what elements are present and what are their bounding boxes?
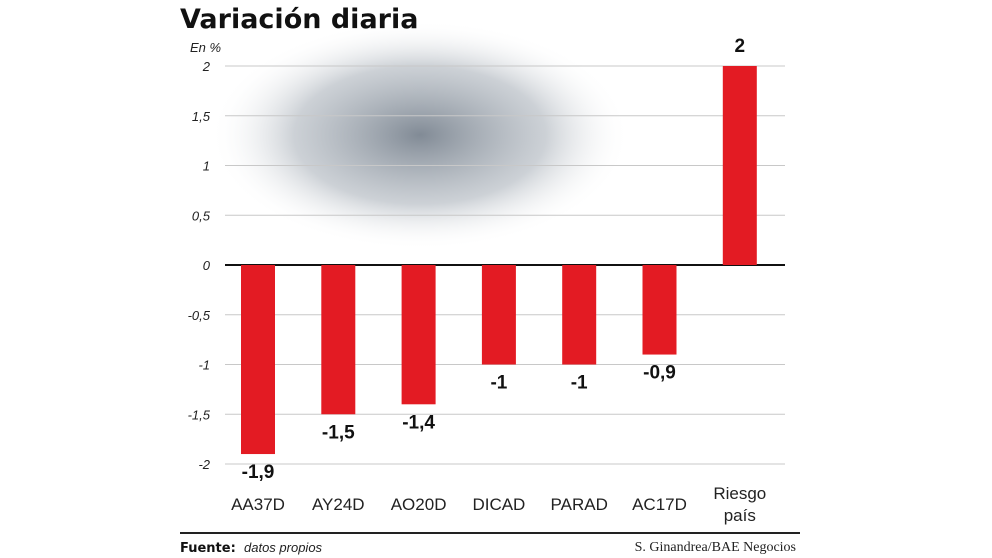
bar — [401, 265, 436, 405]
x-tick-label: AA37D — [231, 495, 285, 514]
x-tick-label: DICAD — [472, 495, 525, 514]
x-tick-label: AY24D — [312, 495, 365, 514]
bar — [241, 265, 275, 455]
data-label: -1,4 — [402, 412, 435, 433]
bar — [722, 66, 757, 265]
x-tick-label: AO20D — [391, 495, 447, 514]
y-tick-label: -1,5 — [188, 407, 211, 422]
x-tick-label: PARAD — [551, 495, 608, 514]
data-label: -1 — [490, 373, 507, 394]
bar — [642, 265, 677, 355]
y-tick-label: 2 — [202, 59, 211, 74]
chart-title: Variación diaria — [180, 4, 418, 35]
y-tick-label: -2 — [198, 457, 210, 472]
y-tick-label: -0,5 — [188, 308, 211, 323]
y-tick-label: 1,5 — [192, 109, 211, 124]
credit: S. Ginandrea/BAE Negocios — [635, 540, 796, 555]
y-tick-label: -1 — [198, 358, 210, 373]
bar — [321, 265, 356, 415]
y-tick-label: 1 — [203, 159, 210, 174]
data-label: -0,9 — [643, 363, 676, 384]
y-tick-label: 0 — [203, 258, 211, 273]
data-label: -1,9 — [242, 462, 275, 483]
data-label: 2 — [735, 36, 746, 57]
bar — [562, 265, 597, 365]
data-label: -1 — [571, 373, 588, 394]
background-photo — [210, 20, 630, 250]
x-tick-label: Riesgo país — [713, 484, 766, 525]
y-axis-unit: En % — [190, 40, 221, 55]
bar — [481, 265, 516, 365]
x-tick-label: AC17D — [632, 495, 687, 514]
y-tick-label: 0,5 — [192, 208, 211, 223]
source-value: datos propios — [244, 540, 323, 555]
source-label: Fuente: — [180, 541, 236, 556]
data-label: -1,5 — [322, 422, 355, 443]
